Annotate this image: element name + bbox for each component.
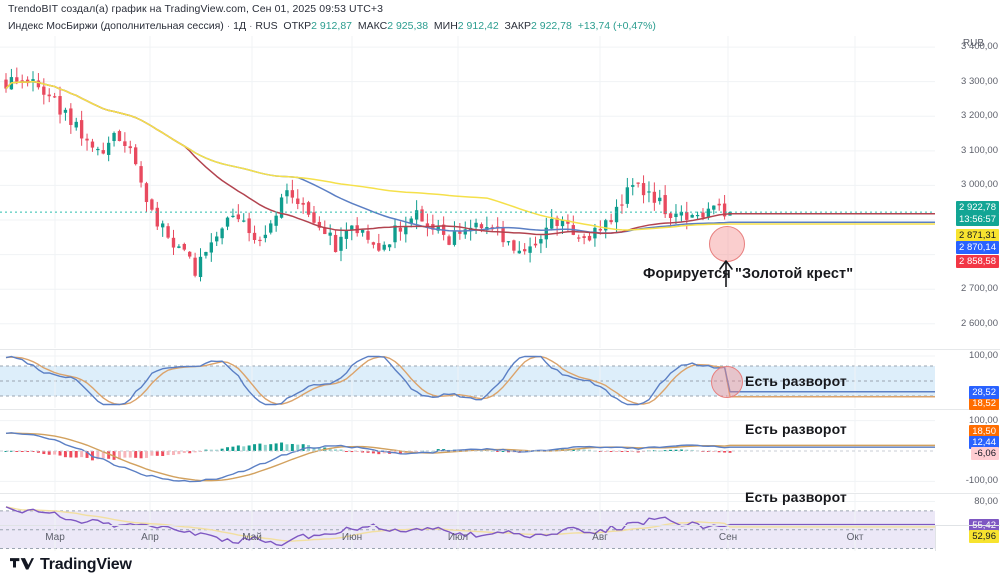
macd-tick-label: 100,00 xyxy=(968,414,998,426)
price-tick-label: 2 600,00 xyxy=(961,317,998,329)
stochastic-canvas xyxy=(0,350,935,408)
tradingview-mark-icon xyxy=(10,557,34,569)
currency-label: RUB xyxy=(962,38,984,49)
macd-canvas xyxy=(0,410,935,492)
time-axis-label: Июл xyxy=(447,532,469,543)
rsi-pane[interactable] xyxy=(0,494,935,556)
time-axis-label: Авг xyxy=(592,532,608,543)
annotation-golden-cross: Форируется "Золотой крест" xyxy=(643,266,854,282)
rsi-tick-label: 80,00 xyxy=(974,495,998,507)
price-tick-label: 2 700,00 xyxy=(961,283,998,295)
change-value: +13,74 (+0,47%) xyxy=(577,20,656,32)
time-axis-divider xyxy=(935,526,936,552)
low-label: МИН xyxy=(433,20,458,32)
separator-2: · xyxy=(248,20,253,32)
close-label: ЗАКР xyxy=(504,20,531,32)
rsi-value-pill[interactable]: 52,96 xyxy=(969,529,999,543)
time-axis-label: Сен xyxy=(718,532,738,543)
time-axis-label: Апр xyxy=(141,532,159,543)
price-tick-label: 3 100,00 xyxy=(961,144,998,156)
pane-divider-1 xyxy=(0,349,1000,350)
stochastic-value-pill[interactable]: 18,52 xyxy=(969,396,999,410)
chart-credit-line: TrendoBIT создал(а) график на TradingVie… xyxy=(8,3,384,15)
tradingview-logo[interactable]: TradingView xyxy=(10,556,132,574)
high-value: 2 925,38 xyxy=(387,20,429,32)
close-value: 2 922,78 xyxy=(530,20,572,32)
tradingview-wordmark: TradingView xyxy=(40,556,132,573)
footer-bar: TradingView xyxy=(0,551,1000,583)
stochastic-value-pill[interactable]: 28,52 xyxy=(969,385,999,399)
price-tick-label: 3 200,00 xyxy=(961,110,998,122)
annotation-stochastic-reversal: Есть разворот xyxy=(745,373,847,389)
separator-1: · xyxy=(226,20,231,32)
price-axis[interactable]: RUB 3 400,00 3 300,00 3 200,00 3 100,00 3 00… xyxy=(935,36,1000,348)
high-label: МАКС xyxy=(357,20,388,32)
stochastic-pane[interactable] xyxy=(0,350,935,408)
macd-value-pill[interactable]: 18,50 xyxy=(969,425,999,438)
exchange-label: RUS xyxy=(255,20,278,32)
time-axis-label: Мар xyxy=(45,532,65,543)
pane-divider-2 xyxy=(0,409,1000,410)
price-tick-label: 3 300,00 xyxy=(961,75,998,87)
price-value-pill[interactable]: 2 858,58 xyxy=(956,255,999,269)
annotation-macd-reversal: Есть разворот xyxy=(745,421,847,437)
pane-divider-3 xyxy=(0,493,1000,494)
price-value-pill[interactable]: 2 870,14 xyxy=(956,241,999,255)
low-value: 2 912,42 xyxy=(457,20,499,32)
price-time-pill[interactable]: 13:56:57 xyxy=(956,213,999,227)
macd-value-pill[interactable]: -6,06 xyxy=(971,447,999,460)
rsi-canvas xyxy=(0,494,935,556)
macd-pane[interactable] xyxy=(0,410,935,492)
open-value: 2 912,87 xyxy=(311,20,352,32)
price-pane-canvas xyxy=(0,36,935,348)
macd-tick-label: -100,00 xyxy=(965,475,998,487)
macd-value-pill[interactable]: 12,44 xyxy=(969,436,999,449)
golden-cross-marker xyxy=(709,226,745,262)
price-tick-label: 3 400,00 xyxy=(961,41,998,53)
stochastic-axis[interactable]: 100,00 28,52 18,52 xyxy=(935,350,1000,410)
time-axis-label: Май xyxy=(242,532,262,543)
price-value-pill[interactable]: 2 922,78 xyxy=(956,201,999,215)
time-axis-label: Окт xyxy=(846,532,864,543)
symbol-name[interactable]: Индекс МосБиржи (дополнительная сессия) xyxy=(8,20,224,32)
stochastic-reversal-marker xyxy=(711,366,743,398)
price-pane[interactable] xyxy=(0,36,935,348)
symbol-info-line: Индекс МосБиржи (дополнительная сессия) … xyxy=(8,20,656,32)
chart-plot-area[interactable]: RUB 3 400,00 3 300,00 3 200,00 3 100,00 3 00… xyxy=(0,36,1000,556)
time-axis[interactable]: Мар Апр Май Июн Июл Авг Сен Окт xyxy=(0,525,1000,552)
annotation-rsi-reversal: Есть разворот xyxy=(745,489,847,505)
macd-axis[interactable]: 100,00 -100,00 18,50 12,44 -6,06 xyxy=(935,410,1000,492)
interval-label[interactable]: 1Д xyxy=(233,20,247,32)
open-label: ОТКР xyxy=(283,20,312,32)
time-axis-label: Июн xyxy=(341,532,363,543)
price-value-pill[interactable]: 2 871,31 xyxy=(956,228,999,242)
golden-cross-arrow xyxy=(719,260,733,287)
price-tick-label: 3 000,00 xyxy=(961,179,998,191)
stochastic-tick-label: 100,00 xyxy=(968,350,998,361)
